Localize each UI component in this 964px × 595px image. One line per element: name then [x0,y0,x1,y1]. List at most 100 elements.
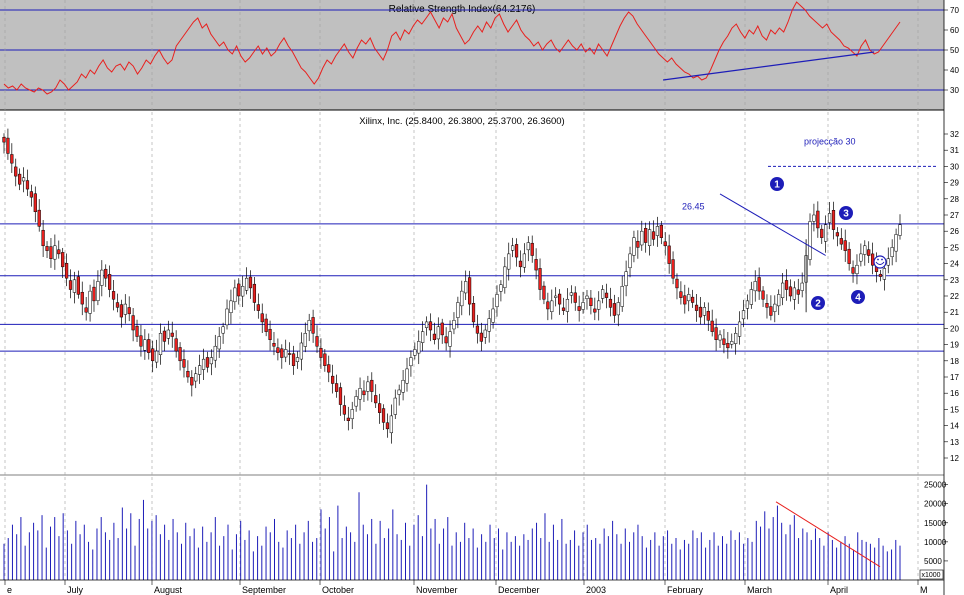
candle-body [252,283,257,303]
candle-body [808,221,812,260]
x-tick-label: e [7,585,12,595]
candle-body [448,331,452,347]
candle-body [816,210,820,229]
candle-body [530,242,534,256]
candle-body [781,282,785,299]
candle-body [201,358,206,370]
candle-body [843,240,847,251]
candle-body [389,415,393,434]
candle-body [546,301,550,310]
candle-body [659,224,663,238]
candle-body [307,320,311,332]
candle-body [45,246,49,251]
candle-body [424,321,429,328]
candle-body [526,242,530,251]
wave-marker-1 [770,177,784,191]
candle-body [68,280,73,290]
candle-body [428,321,433,331]
volume-y-tick-label: 15000 [924,519,947,528]
volume-y-tick-label: 20000 [924,500,947,509]
x-tick-label: September [242,585,286,595]
price-y-tick-label: 28 [950,195,959,204]
candle-body [385,422,390,430]
candle-body [573,292,577,303]
candle-body [21,177,26,182]
candle-body [765,303,769,308]
candle-body [209,357,213,365]
candle-body [632,237,636,256]
candle-body [260,313,264,323]
candle-body [323,353,327,366]
candle-body [248,276,253,289]
candle-body [726,342,730,349]
candle-body [604,292,609,298]
candle-body [741,310,746,320]
candle-body [710,320,714,332]
candle-body [867,249,871,256]
candle-body [784,280,789,290]
candle-body [104,268,108,279]
candle-body [229,300,233,314]
price-panel: Xilinx, Inc. (25.8400, 26.3800, 25.3700,… [0,112,959,476]
volume-y-tick-label: 10000 [924,538,947,547]
candle-body [863,245,867,255]
candle-body [608,298,613,308]
candle-body [127,307,131,315]
candle-body [464,281,468,294]
candle-body [237,283,241,297]
candle-body [870,253,875,266]
candle-body [311,317,315,334]
candle-body [436,326,440,340]
rsi-y-tick-label: 70 [950,6,959,15]
candle-body [256,304,260,311]
candle-body [667,245,671,264]
candle-body [331,375,335,384]
candle-body [691,296,695,303]
candle-body [565,298,570,312]
candle-body [718,334,722,341]
volume-trendline [775,501,881,568]
candle-body [507,253,511,270]
candle-body [244,277,249,291]
price-y-tick-label: 23 [950,276,959,285]
candle-body [503,266,507,288]
candle-body [694,304,699,311]
candle-body [769,306,773,316]
candle-body [432,333,437,340]
candle-body [370,379,374,392]
candle-body [108,274,112,290]
candle-body [84,307,88,313]
price-y-tick-label: 31 [950,146,959,155]
candle-body [225,308,229,326]
candle-body [393,397,397,415]
candle-body [640,230,644,246]
candle-body [162,330,167,342]
candle-body [147,339,151,353]
candle-body [835,232,840,237]
candle-body [663,241,667,247]
candle-body [80,291,84,305]
x-tick-label: July [67,585,84,595]
candle-body [550,300,554,313]
price-y-tick-label: 16 [950,389,959,398]
price-y-tick-label: 13 [950,438,959,447]
candle-body [745,300,750,309]
candle-body [777,294,781,307]
candle-body [100,269,104,286]
smiley-eye [877,258,879,261]
candle-body [499,284,503,292]
x-axis: e July August September October November Decem… [0,579,944,595]
candle-body [213,345,217,361]
candle-body [737,321,742,337]
price-y-tick-label: 30 [950,162,959,171]
candle-body [303,333,307,347]
candle-body [514,244,519,258]
projection-label: projecção 30 [804,136,856,146]
candle-body [378,403,382,413]
candle-body [25,180,30,190]
candle-body [792,287,796,300]
candle-body [847,248,851,264]
candle-body [264,318,268,332]
candle-body [76,276,80,295]
